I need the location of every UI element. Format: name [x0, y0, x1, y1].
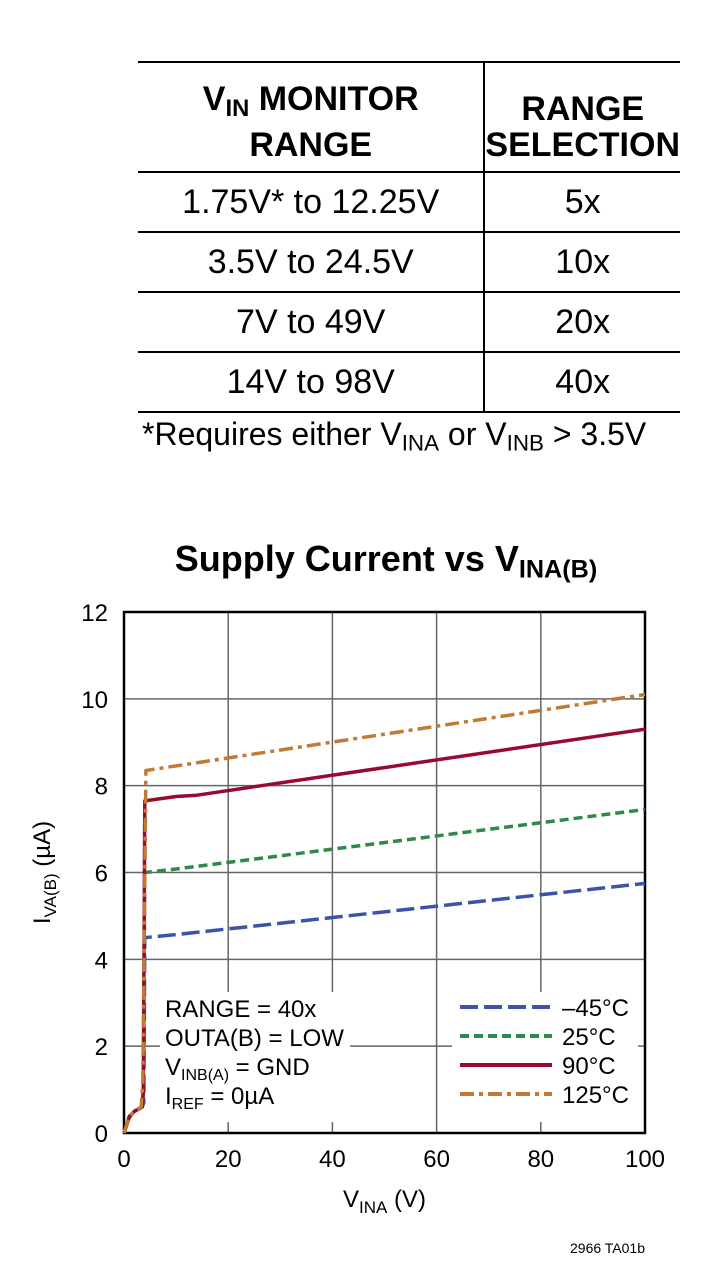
- header-range-selection: RANGE SELECTION: [484, 61, 680, 173]
- table-row: 1.75V* to 12.25V 5x: [138, 171, 680, 233]
- y-tick-label: 12: [81, 600, 108, 627]
- y-tick-label: 8: [95, 774, 108, 801]
- annotation-text: RANGE = 40x: [165, 996, 316, 1023]
- y-tick-label: 6: [95, 861, 108, 888]
- chart-title: Supply Current vs VINA(B): [174, 538, 598, 584]
- selection-cell: 5x: [484, 171, 680, 233]
- x-tick-label: 20: [215, 1146, 242, 1173]
- series-line-3: [122, 692, 646, 1134]
- x-tick-label: 0: [117, 1146, 130, 1173]
- range-cell: 14V to 98V: [138, 351, 486, 413]
- x-tick-label: 100: [625, 1146, 665, 1173]
- y-tick-label: 10: [81, 687, 108, 714]
- y-tick-label: 4: [95, 947, 108, 974]
- legend-background: [452, 992, 638, 1122]
- legend-label: 25°C: [562, 1024, 616, 1051]
- table-row: 3.5V to 24.5V 10x: [138, 231, 680, 293]
- x-tick-label: 80: [527, 1146, 554, 1173]
- range-table: VIN MONITOR RANGE RANGE SELECTION 1.75V* …: [138, 61, 680, 413]
- table-row: 7V to 49V 20x: [138, 291, 680, 353]
- x-tick-label: 60: [423, 1146, 450, 1173]
- range-cell: 1.75V* to 12.25V: [138, 171, 486, 233]
- legend-label: 90°C: [562, 1053, 616, 1080]
- table-row: 14V to 98V 40x: [138, 351, 680, 413]
- annotation-text: VINB(A) = GND: [165, 1054, 310, 1084]
- y-tick-label: 2: [95, 1034, 108, 1061]
- table-footnote: *Requires either VINA or VINB > 3.5V: [142, 416, 647, 456]
- y-axis-label: IVA(B) (µA): [29, 821, 60, 924]
- x-tick-label: 40: [319, 1146, 346, 1173]
- annotation-background: [160, 992, 350, 1122]
- legend-label: –45°C: [562, 995, 629, 1022]
- selection-cell: 10x: [484, 231, 680, 293]
- x-axis-label: VINA (V): [343, 1186, 426, 1217]
- legend-label: 125°C: [562, 1082, 629, 1109]
- range-cell: 7V to 49V: [138, 291, 486, 353]
- table-header-row: VIN MONITOR RANGE RANGE SELECTION: [138, 61, 680, 173]
- y-tick-label: 0: [95, 1121, 108, 1148]
- selection-cell: 20x: [484, 291, 680, 353]
- figure-code: 2966 TA01b: [570, 1240, 645, 1256]
- selection-cell: 40x: [484, 351, 680, 413]
- range-cell: 3.5V to 24.5V: [138, 231, 486, 293]
- header-vin-monitor-range: VIN MONITOR RANGE: [138, 61, 486, 173]
- annotation-text: OUTA(B) = LOW: [165, 1025, 344, 1052]
- annotation-text: IREF = 0µA: [165, 1083, 274, 1113]
- plot-frame: [122, 610, 647, 1135]
